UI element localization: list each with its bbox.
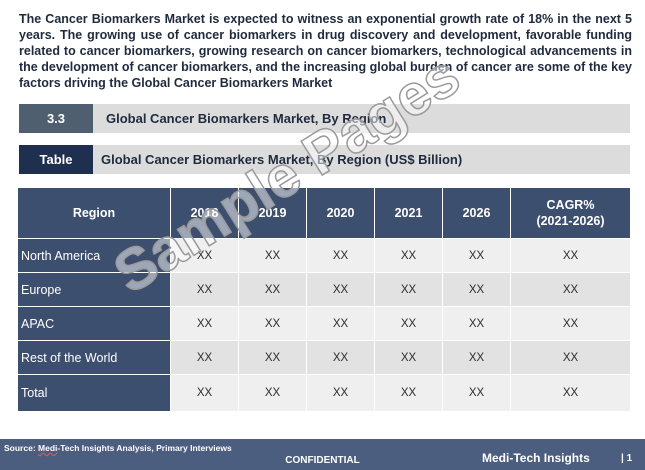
table-cell: XX [170,340,239,375]
table-cell: XX [510,272,631,307]
table-cell: XX [442,374,511,412]
section-header: 3.3 Global Cancer Biomarkers Market, By … [19,104,630,133]
table-cell: XX [170,306,239,341]
table-row-total: Total XX XX XX XX XX XX [17,374,631,412]
table-cell: XX [442,272,511,307]
brand-name: Medi-Tech Insights [482,451,590,465]
table-cell: XX [374,340,443,375]
source-rest: -Tech Insights Analysis, Primary Intervi… [57,443,232,453]
header-region: Region [17,187,171,239]
table-cell: XX [170,272,239,307]
table-cell: XX [374,272,443,307]
section-number: 3.3 [19,104,93,133]
table-cell: XX [238,272,307,307]
table-cell: XX [374,374,443,412]
header-2020: 2020 [306,187,375,239]
table-cell: XX [306,340,375,375]
header-2019: 2019 [238,187,307,239]
table-cell: XX [510,374,631,412]
table-cell: XX [306,374,375,412]
header-2018: 2018 [170,187,239,239]
table-cell: XX [374,306,443,341]
table-cell: XX [238,340,307,375]
row-label: APAC [17,306,171,341]
table-cell: XX [170,238,239,273]
table-row: Rest of the World XX XX XX XX XX XX [17,340,631,375]
table-cell: XX [510,340,631,375]
table-row: APAC XX XX XX XX XX XX [17,306,631,341]
page-number: | 1 [621,453,633,464]
header-2021: 2021 [374,187,443,239]
row-label: Total [17,374,171,412]
table-cell: XX [306,272,375,307]
row-label: Europe [17,272,171,307]
source-prefix: Source: [4,443,39,453]
table-title: Global Cancer Biomarkers Market, By Regi… [101,152,463,167]
table-cell: XX [170,374,239,412]
table-header-row: Region 2018 2019 2020 2021 2026 CAGR% (2… [17,187,631,239]
source-underlined: Medi [38,443,58,453]
table-row: Europe XX XX XX XX XX XX [17,272,631,307]
table-cell: XX [442,340,511,375]
row-label: Rest of the World [17,340,171,375]
intro-paragraph: The Cancer Biomarkers Market is expected… [19,12,632,90]
table-cell: XX [238,238,307,273]
table-tag: Table [19,145,93,174]
table-cell: XX [442,306,511,341]
header-cagr: CAGR% (2021-2026) [510,187,631,239]
table-cell: XX [306,306,375,341]
confidential-label: CONFIDENTIAL [285,455,360,466]
table-cell: XX [510,306,631,341]
section-title: Global Cancer Biomarkers Market, By Regi… [106,111,387,126]
table-cell: XX [238,374,307,412]
table-cell: XX [510,238,631,273]
table-row: North America XX XX XX XX XX XX [17,238,631,273]
table-cell: XX [306,238,375,273]
header-2026: 2026 [442,187,511,239]
table-cell: XX [374,238,443,273]
table-cell: XX [442,238,511,273]
row-label: North America [17,238,171,273]
region-table: Region 2018 2019 2020 2021 2026 CAGR% (2… [17,187,631,412]
table-caption: Table Global Cancer Biomarkers Market, B… [19,145,630,174]
table-cell: XX [238,306,307,341]
footer-bar: Source: Medi-Tech Insights Analysis, Pri… [0,439,645,470]
source-note: Source: Medi-Tech Insights Analysis, Pri… [4,443,232,453]
